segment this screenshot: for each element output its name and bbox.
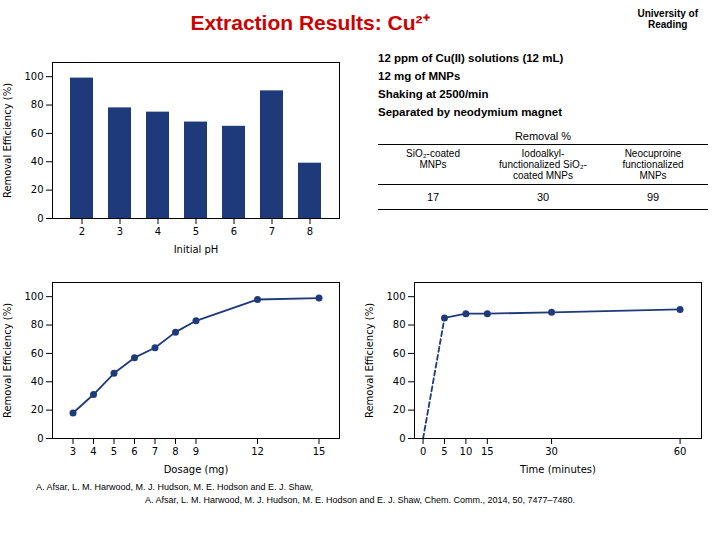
svg-text:80: 80	[31, 99, 44, 110]
svg-text:6: 6	[131, 446, 137, 457]
svg-text:3: 3	[117, 226, 123, 237]
svg-text:40: 40	[31, 156, 44, 167]
svg-text:Removal Efficiency (%): Removal Efficiency (%)	[364, 303, 375, 418]
html-text:Removal %: Removal %	[514, 130, 572, 142]
svg-text:0: 0	[37, 213, 43, 224]
svg-text:0: 0	[420, 446, 426, 457]
svg-text:10: 10	[460, 446, 473, 457]
svg-text:100: 100	[386, 291, 405, 302]
html-text:Extraction Results: Cu²⁺: Extraction Results: Cu²⁺	[190, 11, 430, 34]
html-text:30: 30	[536, 191, 550, 203]
html-text:12 ppm of Cu(II) solutions (12: 12 ppm of Cu(II) solutions (12 mL)	[378, 52, 564, 64]
svg-text:8: 8	[172, 446, 178, 457]
svg-text:2: 2	[79, 226, 85, 237]
svg-text:30: 30	[545, 446, 558, 457]
svg-text:100: 100	[24, 71, 43, 82]
svg-text:0: 0	[37, 433, 43, 444]
html-text:University of Reading: University of Reading	[637, 8, 698, 30]
svg-text:5: 5	[441, 446, 447, 457]
svg-text:60: 60	[31, 128, 44, 139]
html-text:Neocuproine functionalized MNP: Neocuproine functionalized MNPs	[622, 148, 684, 181]
html-text:99: 99	[646, 191, 660, 203]
html-text:A. Afsar, L. M. Harwood, M. J.: A. Afsar, L. M. Harwood, M. J. Hudson, M…	[36, 482, 314, 492]
svg-text:Removal Efficiency (%): Removal Efficiency (%)	[2, 83, 13, 198]
svg-text:15: 15	[313, 446, 326, 457]
html-text:Separated by neodymium magnet: Separated by neodymium magnet	[378, 106, 562, 118]
svg-text:Initial pH: Initial pH	[174, 244, 219, 255]
svg-text:7: 7	[269, 226, 275, 237]
svg-text:Removal Efficiency (%): Removal Efficiency (%)	[2, 303, 13, 418]
svg-text:5: 5	[193, 226, 199, 237]
html-text:Shaking at 2500/min: Shaking at 2500/min	[378, 88, 489, 100]
svg-text:40: 40	[393, 376, 406, 387]
svg-text:12: 12	[251, 446, 264, 457]
svg-text:Time (minutes): Time (minutes)	[519, 464, 596, 475]
svg-text:40: 40	[31, 376, 44, 387]
svg-text:3: 3	[70, 446, 76, 457]
svg-text:80: 80	[393, 319, 406, 330]
svg-text:60: 60	[393, 348, 406, 359]
html-text:A. Afsar, L. M. Harwood, M. J.: A. Afsar, L. M. Harwood, M. J. Hudson, M…	[144, 495, 576, 505]
svg-text:15: 15	[481, 446, 494, 457]
svg-text:60: 60	[674, 446, 687, 457]
svg-text:20: 20	[31, 404, 44, 415]
svg-text:20: 20	[31, 184, 44, 195]
html-text:SiO₂-coated MNPs: SiO₂-coated MNPs	[406, 148, 460, 170]
svg-text:7: 7	[152, 446, 158, 457]
html-text:12 mg of MNPs: 12 mg of MNPs	[378, 70, 461, 82]
svg-text:4: 4	[90, 446, 96, 457]
html-text:Iodoalkyl- functionalized SiO₂: Iodoalkyl- functionalized SiO₂- coated M…	[499, 148, 587, 181]
svg-text:100: 100	[24, 291, 43, 302]
svg-text:Dosage (mg): Dosage (mg)	[164, 464, 229, 475]
svg-text:6: 6	[231, 226, 237, 237]
svg-text:80: 80	[31, 319, 44, 330]
svg-text:20: 20	[393, 404, 406, 415]
svg-text:8: 8	[307, 226, 313, 237]
html-text:17: 17	[426, 191, 440, 203]
svg-text:9: 9	[193, 446, 199, 457]
svg-text:4: 4	[155, 226, 161, 237]
svg-text:60: 60	[31, 348, 44, 359]
svg-text:0: 0	[399, 433, 405, 444]
svg-text:5: 5	[111, 446, 117, 457]
